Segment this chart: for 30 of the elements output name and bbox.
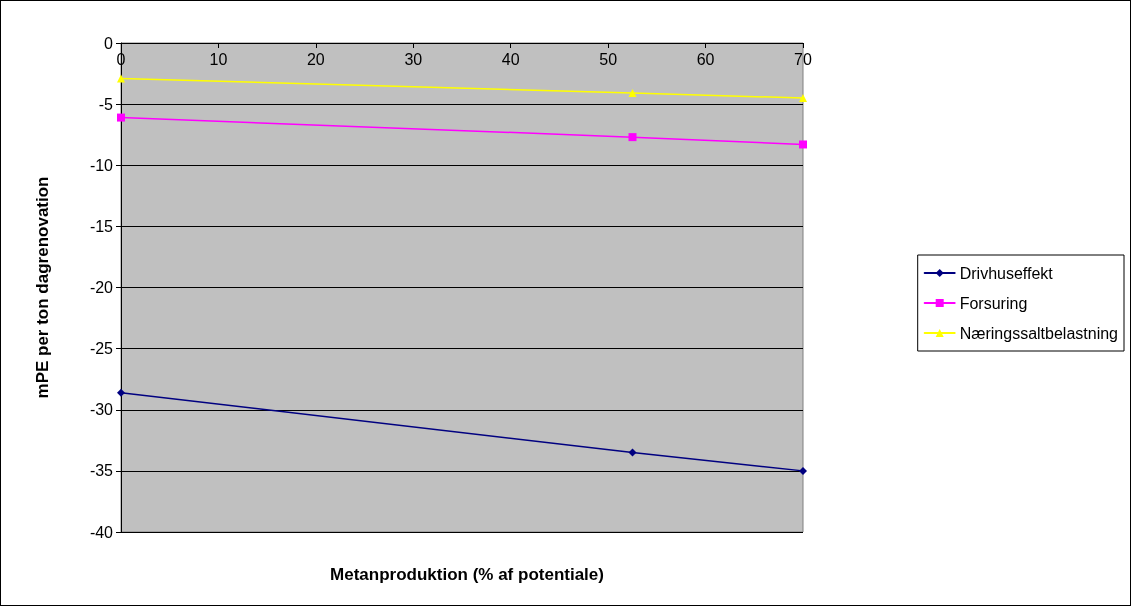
point [799,94,807,103]
legend-label: Drivhuseffekt [959,264,1054,282]
x-axis-title: Metanproduktion (% af potentiale) [330,565,604,584]
y-tick-label: -40 [89,523,114,541]
x-tick-label: 70 [794,50,812,68]
y-tick-label: -25 [89,340,114,358]
y-tick-label: -35 [89,462,114,480]
x-tick-label: 20 [306,50,325,68]
point [117,388,125,397]
point [117,74,125,83]
point [799,466,807,475]
legend-label: Næringssaltbelastning [959,324,1119,342]
x-tick-label: 40 [501,50,520,68]
point [628,133,637,142]
y-tick-label: -30 [89,401,114,419]
x-tick-label: 30 [404,50,423,68]
point [628,89,637,98]
y-tick-label: -10 [89,156,114,174]
point [799,140,807,149]
x-tick-label: 10 [209,50,228,68]
x-tick-label: 60 [696,50,715,68]
y-tick-label: -20 [89,279,114,296]
y-tick-label: 0 [104,34,114,52]
y-axis-title: mPE per ton dagrenovation [33,176,52,399]
point [117,113,125,122]
point [628,448,637,457]
x-tick-label: 50 [599,50,618,68]
legend-label: Forsuring [959,294,1028,312]
y-tick-label: -5 [98,95,114,113]
y-tick-label: -15 [89,217,114,235]
